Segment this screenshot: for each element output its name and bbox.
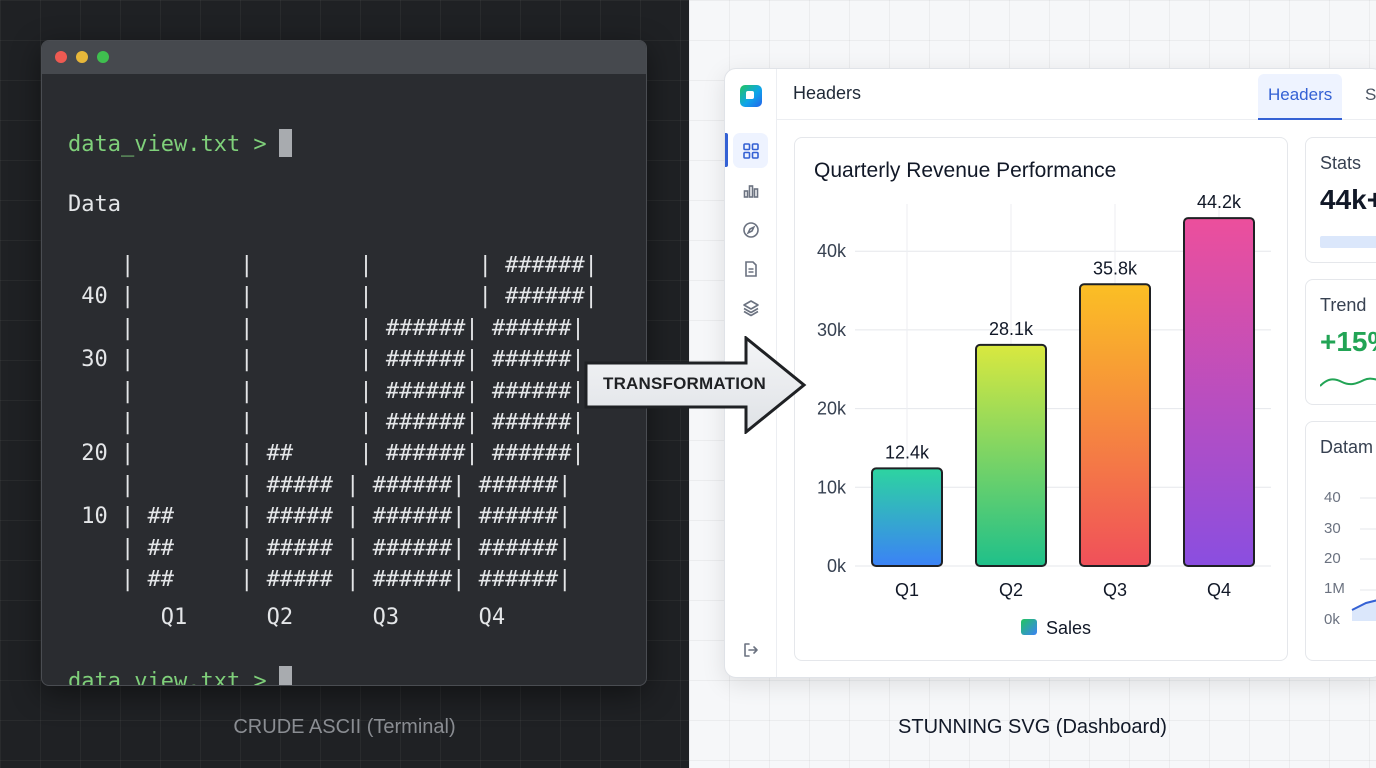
x-tick-label: Q2 (999, 580, 1023, 600)
bar-q4 (1183, 217, 1255, 567)
maximize-dot-icon[interactable] (97, 51, 109, 63)
terminal-body[interactable]: data_view.txt > Data | | | | ######| 40 … (42, 74, 646, 685)
terminal-prompt-bottom: data_view.txt > (68, 666, 292, 686)
page-title: Headers (793, 83, 862, 103)
data-label: 44.2k (1197, 192, 1242, 212)
dashboard-window: Headers Headers Sta Quarterly Revenue Pe… (724, 68, 1376, 678)
trend-value: +15% (1320, 326, 1376, 357)
dashboard-header: Headers Headers Sta (777, 69, 1376, 120)
prompt-text: data_view.txt > (68, 132, 267, 157)
y-tick-label: 10k (817, 477, 847, 497)
ascii-row: | | | | ######| (68, 253, 598, 278)
datamap-card[interactable]: Datam 40 30 20 1M 0k (1305, 421, 1376, 661)
y-tick-label: 0k (827, 556, 847, 576)
datamap-card-label: Datam (1320, 437, 1374, 457)
tab-headers[interactable]: Headers (1258, 74, 1343, 120)
grid-icon[interactable] (733, 133, 768, 168)
ascii-row: | ## | ##### | ######| ######| (68, 567, 572, 593)
terminal-window: data_view.txt > Data | | | | ######| 40 … (41, 40, 647, 686)
terminal-prompt: data_view.txt > (68, 129, 292, 157)
bar-chart: Quarterly Revenue Performance 0k 10k 20k 30k… (814, 159, 1271, 638)
terminal-titlebar (42, 41, 646, 74)
ascii-chart-title: Data (68, 192, 121, 217)
cursor-icon (278, 666, 292, 685)
x-tick-label: Q1 (895, 580, 919, 600)
legend-swatch (1021, 619, 1037, 635)
layers-icon[interactable] (733, 290, 768, 325)
ascii-row: 20 | | ## | ######| ######| (68, 441, 585, 467)
ascii-row: | ## | ##### | ######| ######| (68, 535, 572, 561)
trend-sparkline (1320, 377, 1376, 387)
ascii-chart: | | | | ######| 40 | | | | ######| | | |… (68, 250, 598, 595)
data-label: 35.8k (1093, 258, 1138, 278)
stats-card-label: Stats (1320, 153, 1362, 173)
x-tick-label: Q3 (1103, 580, 1127, 600)
tab-stats[interactable]: Sta (1365, 85, 1376, 104)
trend-card-label: Trend (1320, 295, 1367, 315)
bar-chart-icon[interactable] (733, 173, 768, 208)
x-tick-label: Q4 (1207, 580, 1231, 600)
trend-card[interactable]: Trend +15% (1305, 279, 1376, 405)
data-label: 12.4k (885, 442, 930, 462)
ascii-row: | | ##### | ######| ######| (68, 472, 572, 498)
stats-progress-bar (1320, 236, 1376, 248)
compass-icon[interactable] (733, 212, 768, 247)
ascii-x-labels: Q1 Q2 Q3 Q4 (68, 605, 506, 630)
datamap-tick: 1M (1324, 580, 1345, 597)
cursor-icon (278, 129, 292, 157)
ascii-row: 10 | ## | ##### | ######| ######| (68, 504, 572, 530)
datamap-tick: 0k (1324, 611, 1340, 628)
close-dot-icon[interactable] (55, 51, 67, 63)
ascii-row: | | | ######| ######| (68, 315, 585, 341)
chart-title: Quarterly Revenue Performance (814, 159, 1116, 182)
app-logo-icon (740, 85, 762, 107)
datamap-mini-chart (1351, 497, 1376, 621)
chart-card: Quarterly Revenue Performance 0k 10k 20k 30k… (794, 137, 1288, 661)
ascii-row: 40 | | | | ######| (68, 284, 598, 310)
datamap-tick: 20 (1324, 550, 1341, 567)
y-tick-label: 30k (817, 320, 847, 340)
stats-card[interactable]: Stats 44k+ (1305, 137, 1376, 263)
ascii-row: | | | ######| ######| (68, 378, 585, 404)
left-caption: CRUDE ASCII (Terminal) (233, 716, 456, 738)
datamap-tick: 40 (1324, 489, 1341, 506)
right-caption: STUNNING SVG (Dashboard) (898, 716, 1167, 738)
y-tick-label: 20k (817, 399, 847, 419)
datamap-tick: 30 (1324, 520, 1341, 537)
transformation-label: TRANSFORMATION (603, 374, 767, 393)
bar-q2 (975, 343, 1047, 567)
ascii-row: 30 | | | ######| ######| (68, 347, 585, 373)
terminal-pane: data_view.txt > Data | | | | ######| 40 … (0, 0, 689, 768)
transformation-arrow-icon (584, 336, 807, 434)
y-tick-label: 40k (817, 241, 847, 261)
minimize-dot-icon[interactable] (76, 51, 88, 63)
document-icon[interactable] (733, 251, 768, 286)
logout-icon[interactable] (733, 632, 768, 667)
legend-label: Sales (1046, 618, 1091, 638)
ascii-row: | | | ######| ######| (68, 410, 585, 436)
stats-value: 44k+ (1320, 184, 1376, 215)
prompt-text: data_view.txt > (68, 669, 267, 686)
sidebar-active-indicator (725, 133, 728, 167)
bar-q1 (871, 467, 943, 567)
data-label: 28.1k (989, 319, 1034, 339)
bar-q3 (1079, 283, 1151, 567)
